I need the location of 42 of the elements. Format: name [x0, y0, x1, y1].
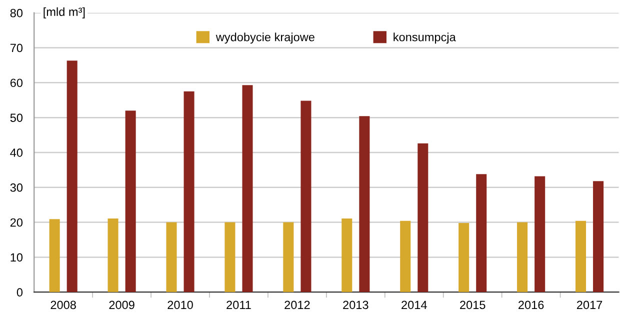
x-tick-label: 2012 [284, 300, 310, 310]
y-tick-label: 0 [16, 288, 23, 297]
bar [283, 222, 294, 292]
bar [517, 222, 528, 292]
x-tick-label: 2009 [109, 300, 134, 310]
y-tick-label: 60 [10, 78, 23, 88]
bar [242, 85, 253, 292]
y-axis-title: [mld m³] [44, 7, 85, 18]
bar [476, 174, 487, 292]
x-tick-label: 2016 [518, 300, 544, 310]
bar [342, 218, 352, 292]
bar [458, 222, 470, 292]
bar [184, 91, 194, 292]
y-tick-label: 40 [10, 148, 23, 157]
y-tick-label: 20 [10, 218, 23, 227]
bar [400, 220, 411, 292]
legend-label: wydobycie krajowe [216, 32, 314, 44]
bar [224, 222, 236, 292]
y-tick-label: 30 [10, 183, 23, 192]
y-tick-label: 10 [10, 253, 23, 262]
x-tick-label: 2011 [226, 300, 251, 310]
x-tick-label: 2017 [576, 300, 602, 310]
x-tick-label: 2014 [402, 300, 427, 310]
x-tick-label: 2013 [343, 300, 368, 310]
legend-label: konsumpcja [394, 32, 456, 44]
bar [575, 220, 586, 292]
bar [108, 218, 118, 292]
y-tick-label: 50 [10, 114, 23, 122]
bar [49, 219, 60, 292]
bar [166, 222, 177, 292]
x-tick-label: 2010 [168, 300, 193, 310]
x-tick-label: 2015 [460, 300, 486, 310]
bar [534, 176, 546, 292]
y-tick-label: 80 [10, 8, 23, 18]
bar [359, 116, 370, 292]
y-tick-label: 70 [10, 44, 23, 52]
bar [125, 110, 136, 292]
bar [593, 181, 604, 292]
bar [418, 143, 428, 292]
bar [66, 60, 78, 292]
x-tick-label: 2008 [50, 300, 76, 310]
bar [300, 100, 312, 292]
